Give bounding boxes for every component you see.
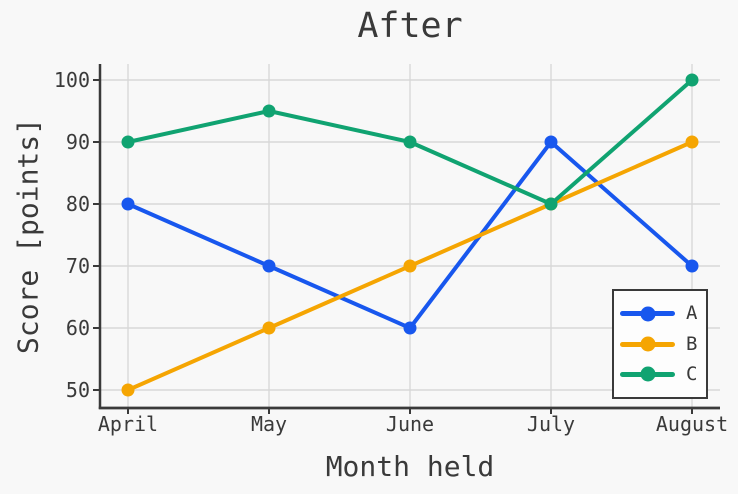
x-tick-label: August [656, 412, 728, 436]
data-point-C [685, 73, 699, 87]
chart-title: After [357, 6, 463, 46]
data-point-C [403, 135, 417, 149]
x-axis-label: Month held [325, 450, 495, 483]
legend-label-a: A [686, 302, 698, 325]
y-axis-label: Score [points] [11, 117, 45, 355]
legend-item-c: C [620, 362, 706, 385]
data-point-C [262, 104, 276, 118]
y-tick-label: 60 [66, 316, 90, 340]
legend-marker-dot-c [640, 366, 655, 382]
legend: A B C [612, 289, 708, 399]
legend-line-sample-a [620, 306, 675, 322]
data-point-C [121, 135, 135, 149]
data-point-C [544, 197, 558, 211]
y-tick-label: 100 [54, 68, 90, 92]
x-tick-label: April [98, 412, 158, 436]
x-tick-label: May [251, 412, 287, 436]
y-tick-label: 80 [66, 192, 90, 216]
data-point-B [121, 383, 135, 397]
legend-item-b: B [620, 332, 706, 355]
legend-item-a: A [620, 304, 706, 323]
data-point-B [262, 321, 276, 335]
data-point-A [685, 259, 699, 273]
y-tick-label: 70 [66, 254, 90, 278]
legend-marker-dot-a [640, 306, 655, 322]
legend-line-sample-c [620, 366, 675, 382]
x-tick-label: July [527, 412, 575, 436]
data-point-B [403, 259, 417, 273]
data-point-B [685, 135, 699, 149]
legend-line-sample-b [620, 336, 675, 352]
data-point-A [262, 259, 276, 273]
y-tick-label: 90 [66, 130, 90, 154]
data-point-A [403, 321, 417, 335]
legend-label-b: B [686, 332, 698, 355]
data-point-A [121, 197, 135, 211]
y-tick-label: 50 [66, 378, 90, 402]
x-tick-label: June [386, 412, 434, 436]
legend-label-c: C [686, 362, 698, 385]
legend-marker-dot-b [640, 336, 655, 352]
data-point-A [544, 135, 558, 149]
